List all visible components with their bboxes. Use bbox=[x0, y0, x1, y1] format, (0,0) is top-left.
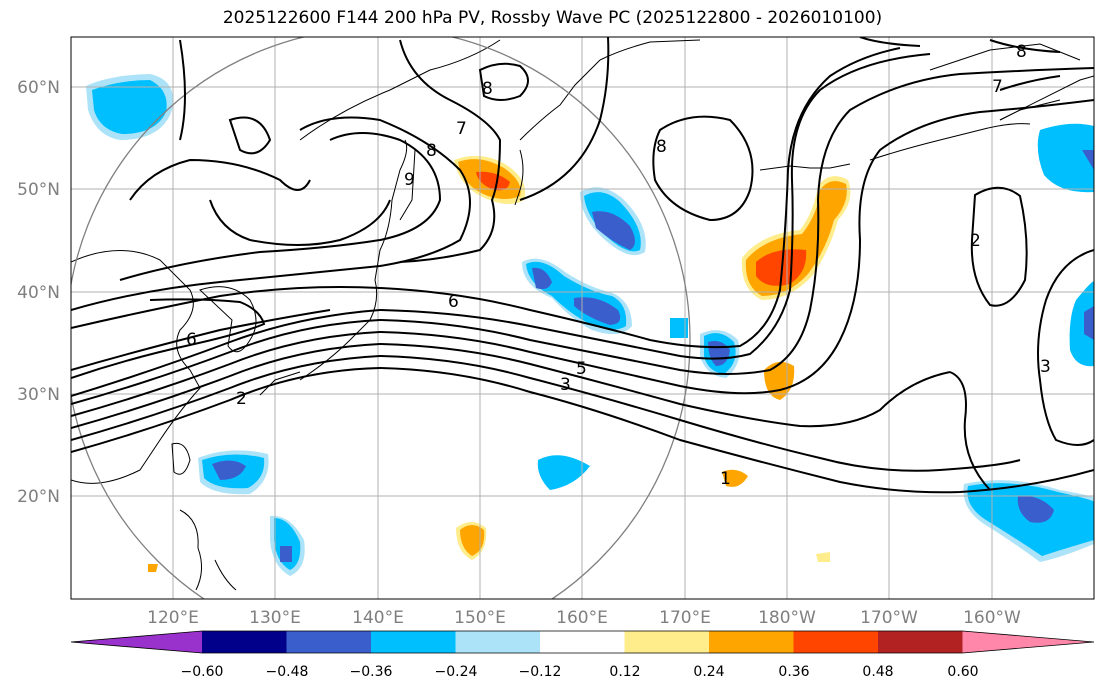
colorbar-tick-label: −0.24 bbox=[435, 664, 478, 680]
colorbar-extend-high bbox=[962, 631, 1094, 653]
contour-label: 6 bbox=[448, 292, 459, 312]
contour-label: 1 bbox=[720, 469, 731, 489]
colorbar-tick-label: −0.36 bbox=[350, 664, 393, 680]
lon-label: 140°E bbox=[352, 608, 404, 628]
contour-label: 8 bbox=[656, 137, 667, 157]
colorbar-outline bbox=[70, 630, 1095, 654]
colorbar-tick-label: −0.48 bbox=[266, 664, 309, 680]
lon-label: 160°E bbox=[556, 608, 608, 628]
lon-label: 180°W bbox=[758, 608, 816, 628]
lon-label: 120°E bbox=[147, 608, 199, 628]
lat-label: 60°N bbox=[17, 78, 60, 98]
lat-label: 40°N bbox=[17, 283, 60, 303]
colorbar-tick-label: −0.12 bbox=[519, 664, 562, 680]
map-title: 2025122600 F144 200 hPa PV, Rossby Wave … bbox=[222, 8, 883, 28]
colorbar-segment bbox=[455, 631, 541, 653]
colorbar-tick-label: 0.36 bbox=[778, 664, 809, 680]
colorbar-tick-labels: −0.60 −0.48 −0.36 −0.24 −0.12 0.12 0.24 … bbox=[181, 664, 979, 680]
colorbar-tick-label: 0.48 bbox=[862, 664, 893, 680]
contour-label: 8 bbox=[426, 141, 437, 161]
colorbar-segment bbox=[371, 631, 456, 653]
map-gridlines bbox=[71, 37, 1094, 599]
contour-label: 7 bbox=[992, 77, 1003, 97]
contour-label: 8 bbox=[482, 79, 493, 99]
lon-label: 170°W bbox=[860, 608, 918, 628]
positive-anomaly-shading bbox=[148, 155, 851, 572]
lon-label: 130°E bbox=[249, 608, 301, 628]
negative-anomaly-shading bbox=[86, 74, 1094, 576]
colorbar-extend-low bbox=[71, 631, 202, 653]
lat-label: 50°N bbox=[17, 180, 60, 200]
contour-label: 5 bbox=[576, 359, 587, 379]
lon-label: 170°E bbox=[659, 608, 711, 628]
map-area: 8 7 8 9 8 6 6 5 3 2 1 2 3 7 8 bbox=[71, 37, 1094, 599]
colorbar-segment bbox=[793, 631, 879, 653]
colorbar-segment bbox=[540, 631, 625, 653]
colorbar-segment bbox=[878, 631, 963, 653]
contour-label: 8 bbox=[1016, 42, 1027, 62]
contour-label: 9 bbox=[404, 170, 415, 190]
latitude-labels: 60°N 50°N 40°N 30°N 20°N bbox=[17, 78, 60, 507]
contour-label: 2 bbox=[970, 231, 981, 251]
colorbar bbox=[70, 630, 1095, 654]
map-frame bbox=[70, 36, 1095, 600]
contour-label: 7 bbox=[456, 119, 467, 139]
contour-label: 6 bbox=[186, 330, 197, 350]
lat-label: 30°N bbox=[17, 385, 60, 405]
contour-labels: 8 7 8 9 8 6 6 5 3 2 1 2 3 7 8 bbox=[186, 42, 1051, 489]
coastlines bbox=[71, 39, 1094, 591]
lat-label: 20°N bbox=[17, 487, 60, 507]
region-circle bbox=[71, 37, 691, 599]
lon-label: 160°W bbox=[963, 608, 1021, 628]
colorbar-segment bbox=[286, 631, 372, 653]
lon-label: 150°E bbox=[454, 608, 506, 628]
colorbar-segment bbox=[202, 631, 287, 653]
colorbar-segment bbox=[624, 631, 710, 653]
contour-label: 3 bbox=[560, 375, 571, 395]
colorbar-tick-label: 0.12 bbox=[609, 664, 640, 680]
longitude-labels: 120°E 130°E 140°E 150°E 160°E 170°E 180°… bbox=[147, 608, 1021, 628]
colorbar-tick-label: 0.24 bbox=[693, 664, 724, 680]
colorbar-segment bbox=[709, 631, 794, 653]
pv-contours bbox=[71, 37, 1094, 494]
colorbar-tick-label: 0.60 bbox=[947, 664, 978, 680]
contour-label: 3 bbox=[1040, 357, 1051, 377]
contour-label: 2 bbox=[236, 389, 247, 409]
colorbar-tick-label: −0.60 bbox=[181, 664, 224, 680]
